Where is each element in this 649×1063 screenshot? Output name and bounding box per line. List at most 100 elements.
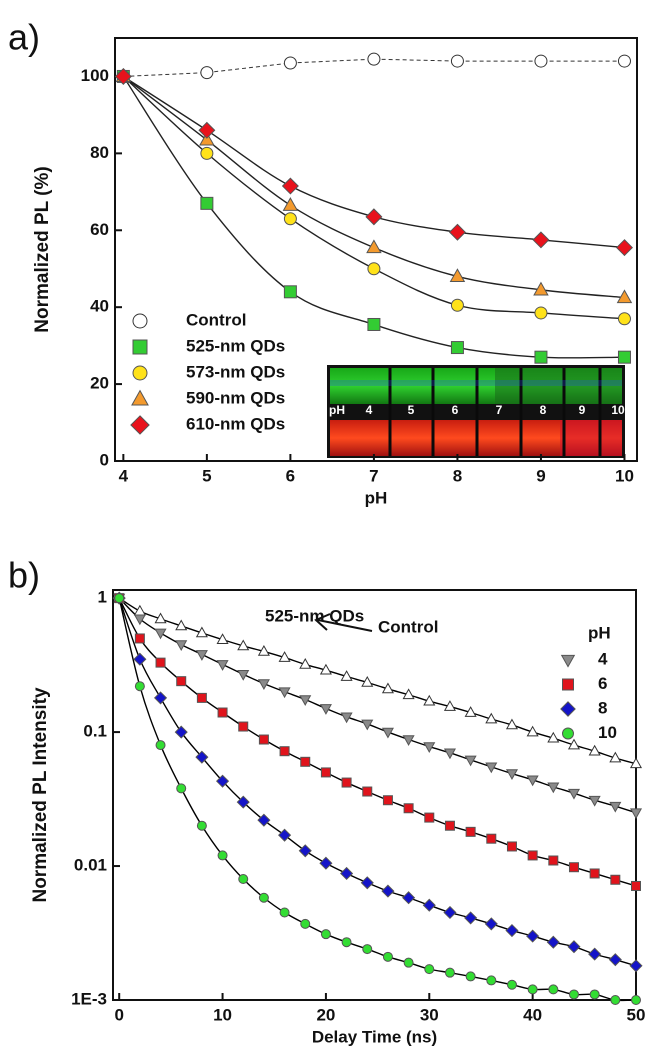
marker (154, 612, 167, 624)
marker (361, 719, 374, 731)
marker (281, 177, 299, 195)
marker (589, 989, 600, 1000)
marker (610, 874, 621, 885)
marker (546, 935, 560, 949)
marker (450, 341, 464, 355)
marker (629, 757, 643, 769)
annotation: Control (378, 617, 438, 636)
marker (486, 833, 497, 844)
x-tick-label: 40 (523, 1005, 542, 1024)
marker (527, 984, 538, 995)
y-tick-label: 20 (90, 374, 109, 393)
x-tick-label: 7 (369, 466, 378, 485)
marker (527, 850, 538, 861)
marker (258, 892, 269, 903)
legend-marker (130, 415, 150, 435)
marker (631, 880, 641, 891)
chart: b) 0 10 20 30 40 50 1E-3 0.01 0.1 1 Delay Time (ns)… (8, 555, 645, 1047)
marker (196, 692, 207, 703)
marker (362, 944, 373, 955)
marker (506, 979, 517, 990)
marker (200, 66, 214, 80)
marker (465, 971, 476, 982)
inset-label: 6 (452, 403, 459, 417)
marker (568, 862, 579, 873)
marker (444, 820, 455, 831)
legend-marker (562, 678, 574, 691)
panel-label: a) (8, 17, 40, 58)
marker (610, 995, 621, 1005)
marker (402, 891, 416, 905)
y-tick-label: 60 (90, 220, 109, 239)
inset-label: 7 (496, 403, 503, 417)
marker (114, 67, 132, 85)
legend-marker (562, 727, 574, 740)
marker (257, 645, 270, 656)
marker (534, 54, 548, 68)
marker (534, 306, 548, 320)
marker (424, 812, 435, 823)
marker (424, 964, 435, 975)
marker (216, 774, 230, 788)
marker (360, 876, 374, 890)
marker (366, 239, 382, 254)
marker (155, 740, 166, 751)
marker (279, 907, 290, 918)
marker (134, 681, 145, 692)
marker (319, 663, 332, 675)
legend-marker (131, 389, 149, 406)
marker (258, 734, 269, 745)
marker (381, 884, 395, 898)
marker (176, 676, 187, 687)
marker (629, 959, 643, 973)
marker (617, 350, 631, 364)
marker (298, 844, 312, 858)
legend-marker (560, 654, 576, 668)
marker (616, 289, 633, 304)
marker (217, 707, 228, 718)
marker (448, 223, 466, 241)
marker (548, 984, 559, 995)
marker (588, 795, 601, 807)
marker (450, 54, 464, 68)
marker (423, 742, 436, 753)
y-tick-label: 100 (81, 66, 109, 85)
marker (195, 650, 208, 661)
marker (567, 788, 581, 800)
marker (443, 905, 457, 920)
marker (526, 929, 540, 943)
x-axis-label: Delay Time (ns) (312, 1027, 437, 1046)
marker (589, 868, 600, 879)
series-line (118, 597, 637, 967)
legend-label: Control (186, 310, 246, 329)
marker (257, 679, 270, 691)
inset-label: 8 (540, 403, 547, 417)
x-axis-label: pH (365, 488, 388, 507)
x-tick-label: 0 (114, 1005, 123, 1024)
marker (319, 704, 332, 715)
marker (174, 725, 188, 739)
inset-label: 10 (611, 403, 625, 417)
legend-label: 610-nm QDs (186, 414, 285, 433)
marker (299, 695, 312, 706)
marker (176, 783, 187, 794)
marker (134, 633, 145, 644)
marker (450, 298, 464, 312)
marker (133, 614, 146, 626)
annotation: 525-nm QDs (265, 606, 364, 625)
marker (155, 657, 166, 668)
marker (402, 735, 415, 746)
marker (464, 911, 478, 925)
marker (485, 712, 498, 724)
marker (533, 281, 549, 296)
marker (236, 795, 250, 809)
marker (506, 841, 517, 852)
marker (381, 727, 394, 739)
series-line (118, 597, 637, 1002)
marker (340, 712, 353, 724)
marker (403, 957, 414, 968)
marker (320, 929, 331, 940)
marker (588, 744, 601, 756)
x-tick-label: 4 (119, 466, 129, 485)
marker (505, 923, 519, 938)
